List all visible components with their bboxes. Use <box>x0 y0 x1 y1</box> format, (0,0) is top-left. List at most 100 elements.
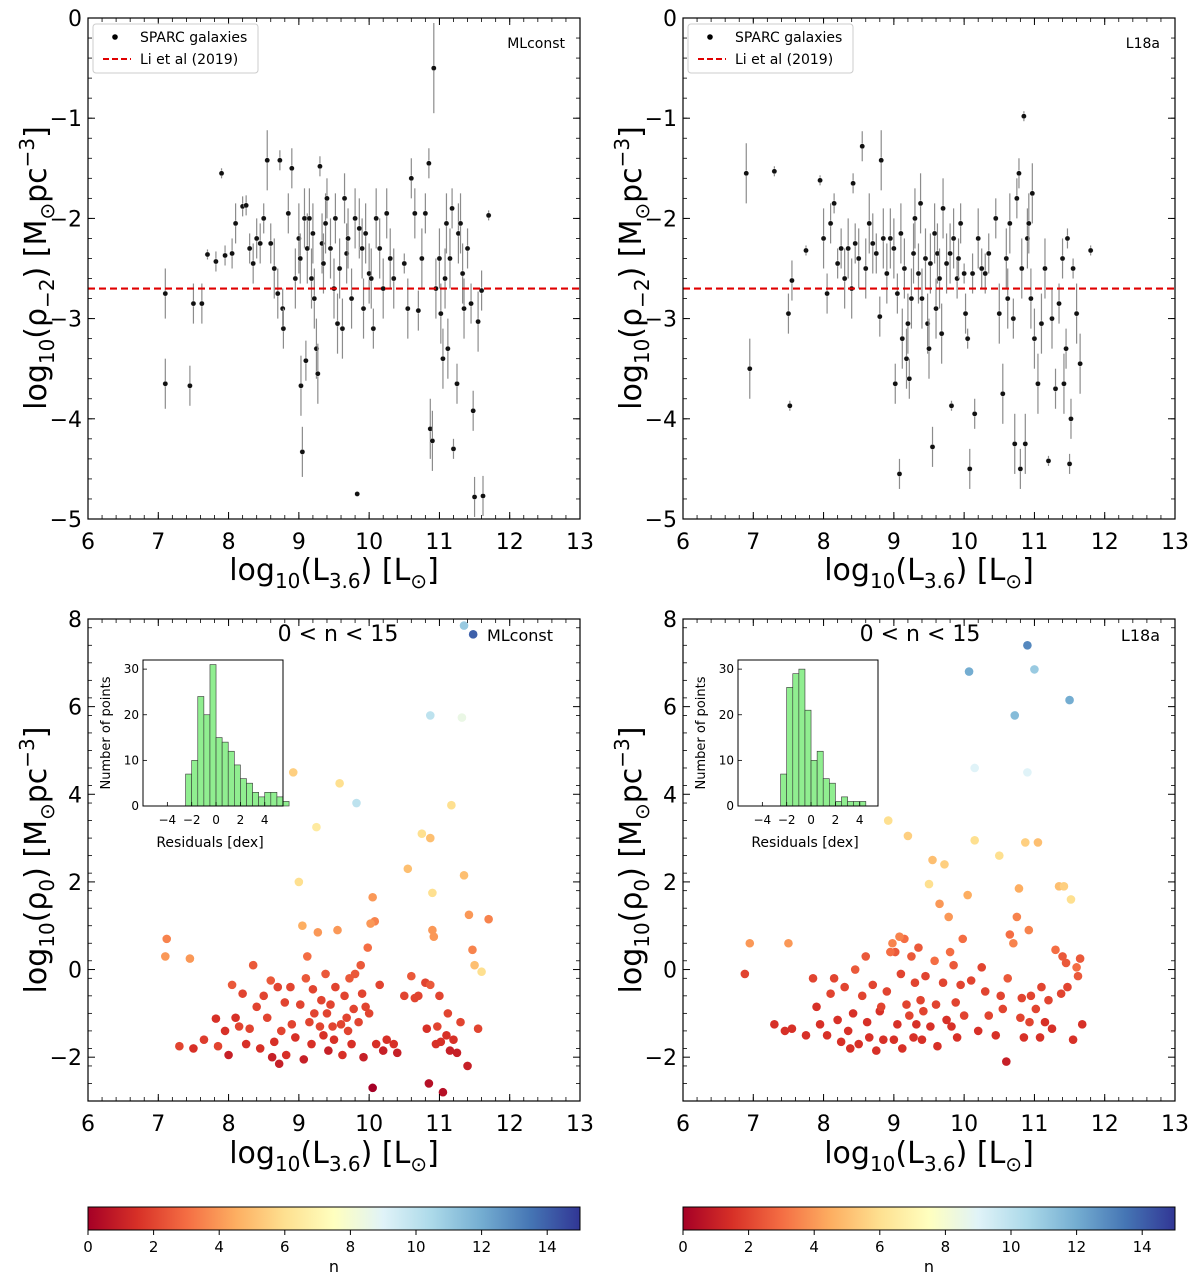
data-point <box>213 258 219 265</box>
histogram-bar <box>276 796 284 807</box>
data-point <box>387 255 394 262</box>
data-point <box>336 265 343 272</box>
data-point <box>845 1044 855 1053</box>
y-tick-label: −4 <box>50 408 82 433</box>
data-point <box>190 300 197 307</box>
data-point <box>436 255 443 262</box>
data-point <box>1038 320 1045 327</box>
data-point <box>940 860 949 869</box>
data-point <box>869 240 876 247</box>
colorbar-tick-label: 8 <box>346 1238 356 1256</box>
data-point <box>295 1000 305 1009</box>
x-tick-label: 12 <box>496 530 524 555</box>
colorbar-tick-label: 8 <box>941 1238 951 1256</box>
data-point <box>836 1037 846 1047</box>
data-point <box>218 170 225 177</box>
data-point <box>363 943 373 952</box>
data-point <box>771 168 778 175</box>
data-point <box>425 980 435 990</box>
data-point <box>1044 995 1053 1005</box>
data-point <box>907 952 916 961</box>
data-point <box>1061 380 1067 387</box>
data-point <box>280 998 290 1007</box>
inset-y-tick-label: 10 <box>124 753 139 767</box>
panel-top-right-frame <box>682 17 1176 520</box>
histogram-bar <box>822 778 830 807</box>
data-point <box>162 380 169 387</box>
data-point <box>312 822 321 832</box>
x-tick-label: 12 <box>1091 530 1119 555</box>
data-point <box>921 971 930 981</box>
data-point <box>414 991 423 1001</box>
colorbar-tick-label: 14 <box>1133 1238 1152 1256</box>
colorbar-tick-label: 2 <box>744 1238 754 1256</box>
data-point <box>1035 1033 1045 1042</box>
data-point <box>864 1033 874 1042</box>
data-point <box>267 1052 277 1062</box>
data-point <box>891 245 897 252</box>
data-point <box>255 1044 265 1053</box>
data-point <box>273 982 283 992</box>
data-point <box>956 980 965 990</box>
data-point <box>378 1046 388 1055</box>
histogram-bar <box>859 801 867 807</box>
data-point <box>947 1022 956 1031</box>
data-point <box>833 1015 842 1025</box>
y-tick-label: −4 <box>645 408 677 433</box>
data-point <box>250 260 256 267</box>
data-point <box>868 980 878 990</box>
data-point <box>884 270 890 277</box>
data-point <box>942 1015 951 1025</box>
inset-frame <box>142 659 284 807</box>
y-tick-label: 0 <box>68 7 82 32</box>
x-tick-label: 8 <box>222 530 236 555</box>
data-point <box>317 163 323 170</box>
data-point <box>399 991 409 1001</box>
data-point <box>902 1000 911 1009</box>
data-point <box>896 969 906 979</box>
data-point <box>1004 295 1011 302</box>
data-point <box>845 245 851 252</box>
x-tick-label: 13 <box>1161 1112 1189 1137</box>
data-point <box>944 912 953 922</box>
data-point <box>919 1006 928 1016</box>
data-point <box>896 471 903 477</box>
x-tick-label: 7 <box>746 530 760 555</box>
data-point <box>926 345 932 352</box>
data-point <box>368 275 375 282</box>
x-tick-label: 13 <box>1161 530 1189 555</box>
legend-label-li: Li et al (2019) <box>735 52 833 68</box>
data-point <box>910 250 917 257</box>
data-point <box>332 215 339 222</box>
y-tick-label: 2 <box>663 871 677 896</box>
inset-x-tick-label: −2 <box>778 813 796 827</box>
y-tick-label: −3 <box>645 308 677 333</box>
data-point <box>371 1039 381 1049</box>
x-tick-label: 13 <box>566 1112 594 1137</box>
legend-label-sparc: SPARC galaxies <box>140 30 247 46</box>
data-point <box>438 310 444 317</box>
data-point <box>459 621 469 630</box>
data-point <box>1072 963 1081 972</box>
data-point <box>456 1017 465 1027</box>
data-point <box>422 210 429 217</box>
x-tick-label: 10 <box>355 530 383 555</box>
data-point <box>307 1039 316 1049</box>
colorbar-tick-label: 4 <box>214 1238 224 1256</box>
data-point <box>464 910 474 920</box>
x-axis-label: log10(L3.6) [L⊙] <box>229 1136 439 1176</box>
legend-label-sparc: SPARC galaxies <box>735 30 842 46</box>
data-point <box>298 382 304 389</box>
inset-y-label: Number of points <box>694 676 709 789</box>
data-point <box>350 969 360 979</box>
data-point <box>780 1026 790 1036</box>
data-point <box>1023 640 1032 650</box>
data-point <box>1058 952 1067 961</box>
data-point <box>952 1033 962 1042</box>
x-tick-label: 7 <box>746 1112 760 1137</box>
data-point <box>1024 925 1034 935</box>
panel-top-right-marks <box>683 111 1175 489</box>
y-tick-label: −3 <box>50 308 82 333</box>
data-point <box>929 444 936 450</box>
x-tick-label: 9 <box>292 1112 306 1137</box>
